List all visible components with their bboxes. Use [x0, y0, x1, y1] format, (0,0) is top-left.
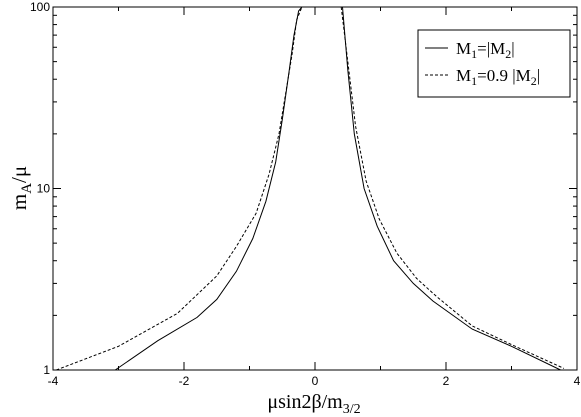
legend: M1=|M2| M1=0.9 |M2|: [417, 29, 571, 98]
x-tick-label: 0: [312, 374, 319, 388]
series-line-m1-eq-m2: [114, 6, 561, 371]
y-tick-label: 1: [43, 363, 50, 377]
y-tick-label: 10: [37, 182, 51, 196]
series-lines: [56, 6, 565, 371]
x-tick-label: 2: [443, 374, 450, 388]
series-line-m1-0.9-m2: [56, 6, 565, 371]
y-tick-label: 100: [30, 0, 50, 14]
x-axis-label-sub: 3/2: [343, 402, 361, 417]
x-tick-label: -4: [48, 374, 59, 388]
x-axis-label-base: μsin2β/m: [267, 391, 343, 413]
x-tick-label: -2: [179, 374, 190, 388]
legend-entry-2: M1=0.9 |M2|: [456, 66, 540, 88]
y-axis-label: mA/μ: [7, 166, 35, 210]
legend-box: [417, 29, 571, 98]
y-axis-label-sub: A: [19, 183, 35, 194]
y-axis-label-tail: /μ: [7, 166, 31, 183]
y-axis-label-base: m: [7, 194, 31, 210]
legend-entry-1: M1=|M2|: [456, 39, 515, 61]
x-axis-label: μsin2β/m3/2: [267, 391, 360, 417]
x-tick-label: 4: [574, 374, 581, 388]
axis-ticks: -4 -2 0 2 4 1 10 100: [30, 0, 581, 388]
